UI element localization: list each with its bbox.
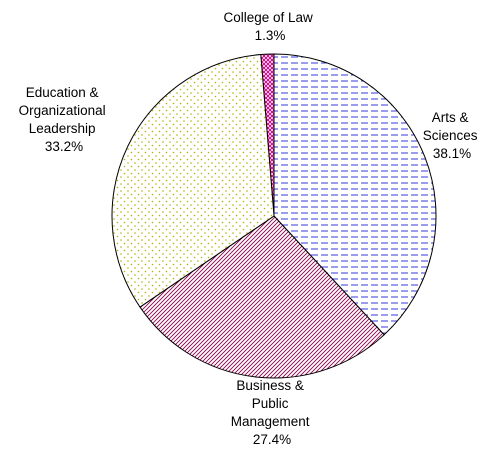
- pie-slice-arts-sciences: [273, 53, 437, 336]
- slice-label-education-organizational-leadership: Education & Organizational Leadership 33…: [19, 85, 110, 154]
- slice-label-business-public-management: Business & Public Management 27.4%: [231, 378, 314, 447]
- pie-slices: [111, 53, 437, 379]
- pie-slice-business-public-management: [139, 215, 385, 379]
- pie-slice-education-organizational-leadership: [111, 54, 275, 308]
- pie-labels: College of Law 1.3% Arts & Sciences 38.1…: [19, 10, 482, 447]
- slice-label-arts-sciences: Arts & Sciences 38.1%: [423, 110, 482, 161]
- slice-label-college-of-law: College of Law 1.3%: [223, 10, 316, 43]
